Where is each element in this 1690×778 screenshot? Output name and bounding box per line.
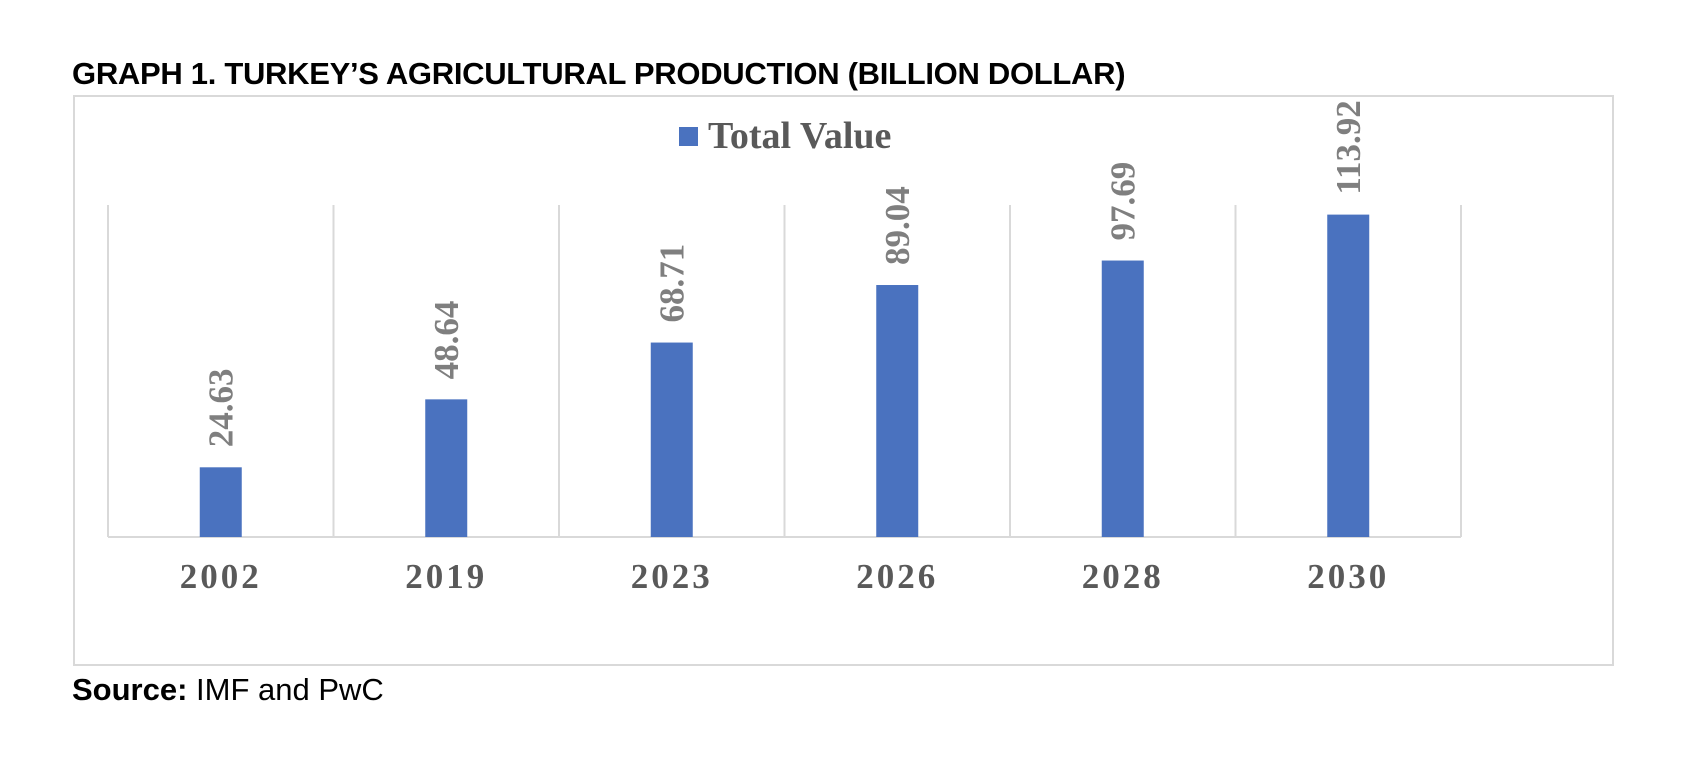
bar-layer — [199, 214, 1370, 538]
category-label-2002: 2002 — [180, 557, 262, 596]
category-label-2026: 2026 — [856, 557, 938, 596]
category-label-layer: 2002 2019 2023 2026 2028 2030 — [180, 557, 1389, 596]
category-label-2030: 2030 — [1307, 557, 1389, 596]
value-label-2002: 24.63 — [202, 369, 241, 448]
value-label-2030: 113.92 — [1329, 100, 1368, 194]
value-label-2028: 97.69 — [1104, 162, 1143, 241]
category-label-2023: 2023 — [631, 557, 713, 596]
value-label-2019: 48.64 — [427, 301, 466, 380]
bar-chart: Total Value 24.63 48.64 68.71 89.04 97.69 113… — [107, 100, 1462, 596]
bar-2019 — [425, 399, 468, 537]
value-label-2023: 68.71 — [653, 244, 692, 323]
category-label-2028: 2028 — [1082, 557, 1164, 596]
chart-frame: Total Value 24.63 48.64 68.71 89.04 97.69 113… — [73, 95, 1614, 666]
chart-title: GRAPH 1. TURKEY’S AGRICULTURAL PRODUCTIO… — [72, 56, 1126, 91]
legend-label: Total Value — [708, 115, 891, 157]
grid-layer — [107, 205, 1462, 538]
value-label-2026: 89.04 — [878, 186, 917, 265]
category-label-2019: 2019 — [405, 557, 487, 596]
bar-2026 — [876, 285, 919, 537]
bar-2028 — [1101, 260, 1144, 537]
source-text: IMF and PwC — [196, 672, 384, 707]
bar-2023 — [650, 342, 693, 537]
bar-2030 — [1327, 214, 1370, 538]
value-label-layer: 24.63 48.64 68.71 89.04 97.69 113.92 — [202, 100, 1369, 447]
bar-2002 — [199, 467, 242, 537]
legend: Total Value — [679, 115, 891, 157]
source-note: Source: IMF and PwC — [72, 672, 384, 708]
legend-swatch — [679, 127, 698, 146]
source-label: Source: — [72, 672, 188, 707]
